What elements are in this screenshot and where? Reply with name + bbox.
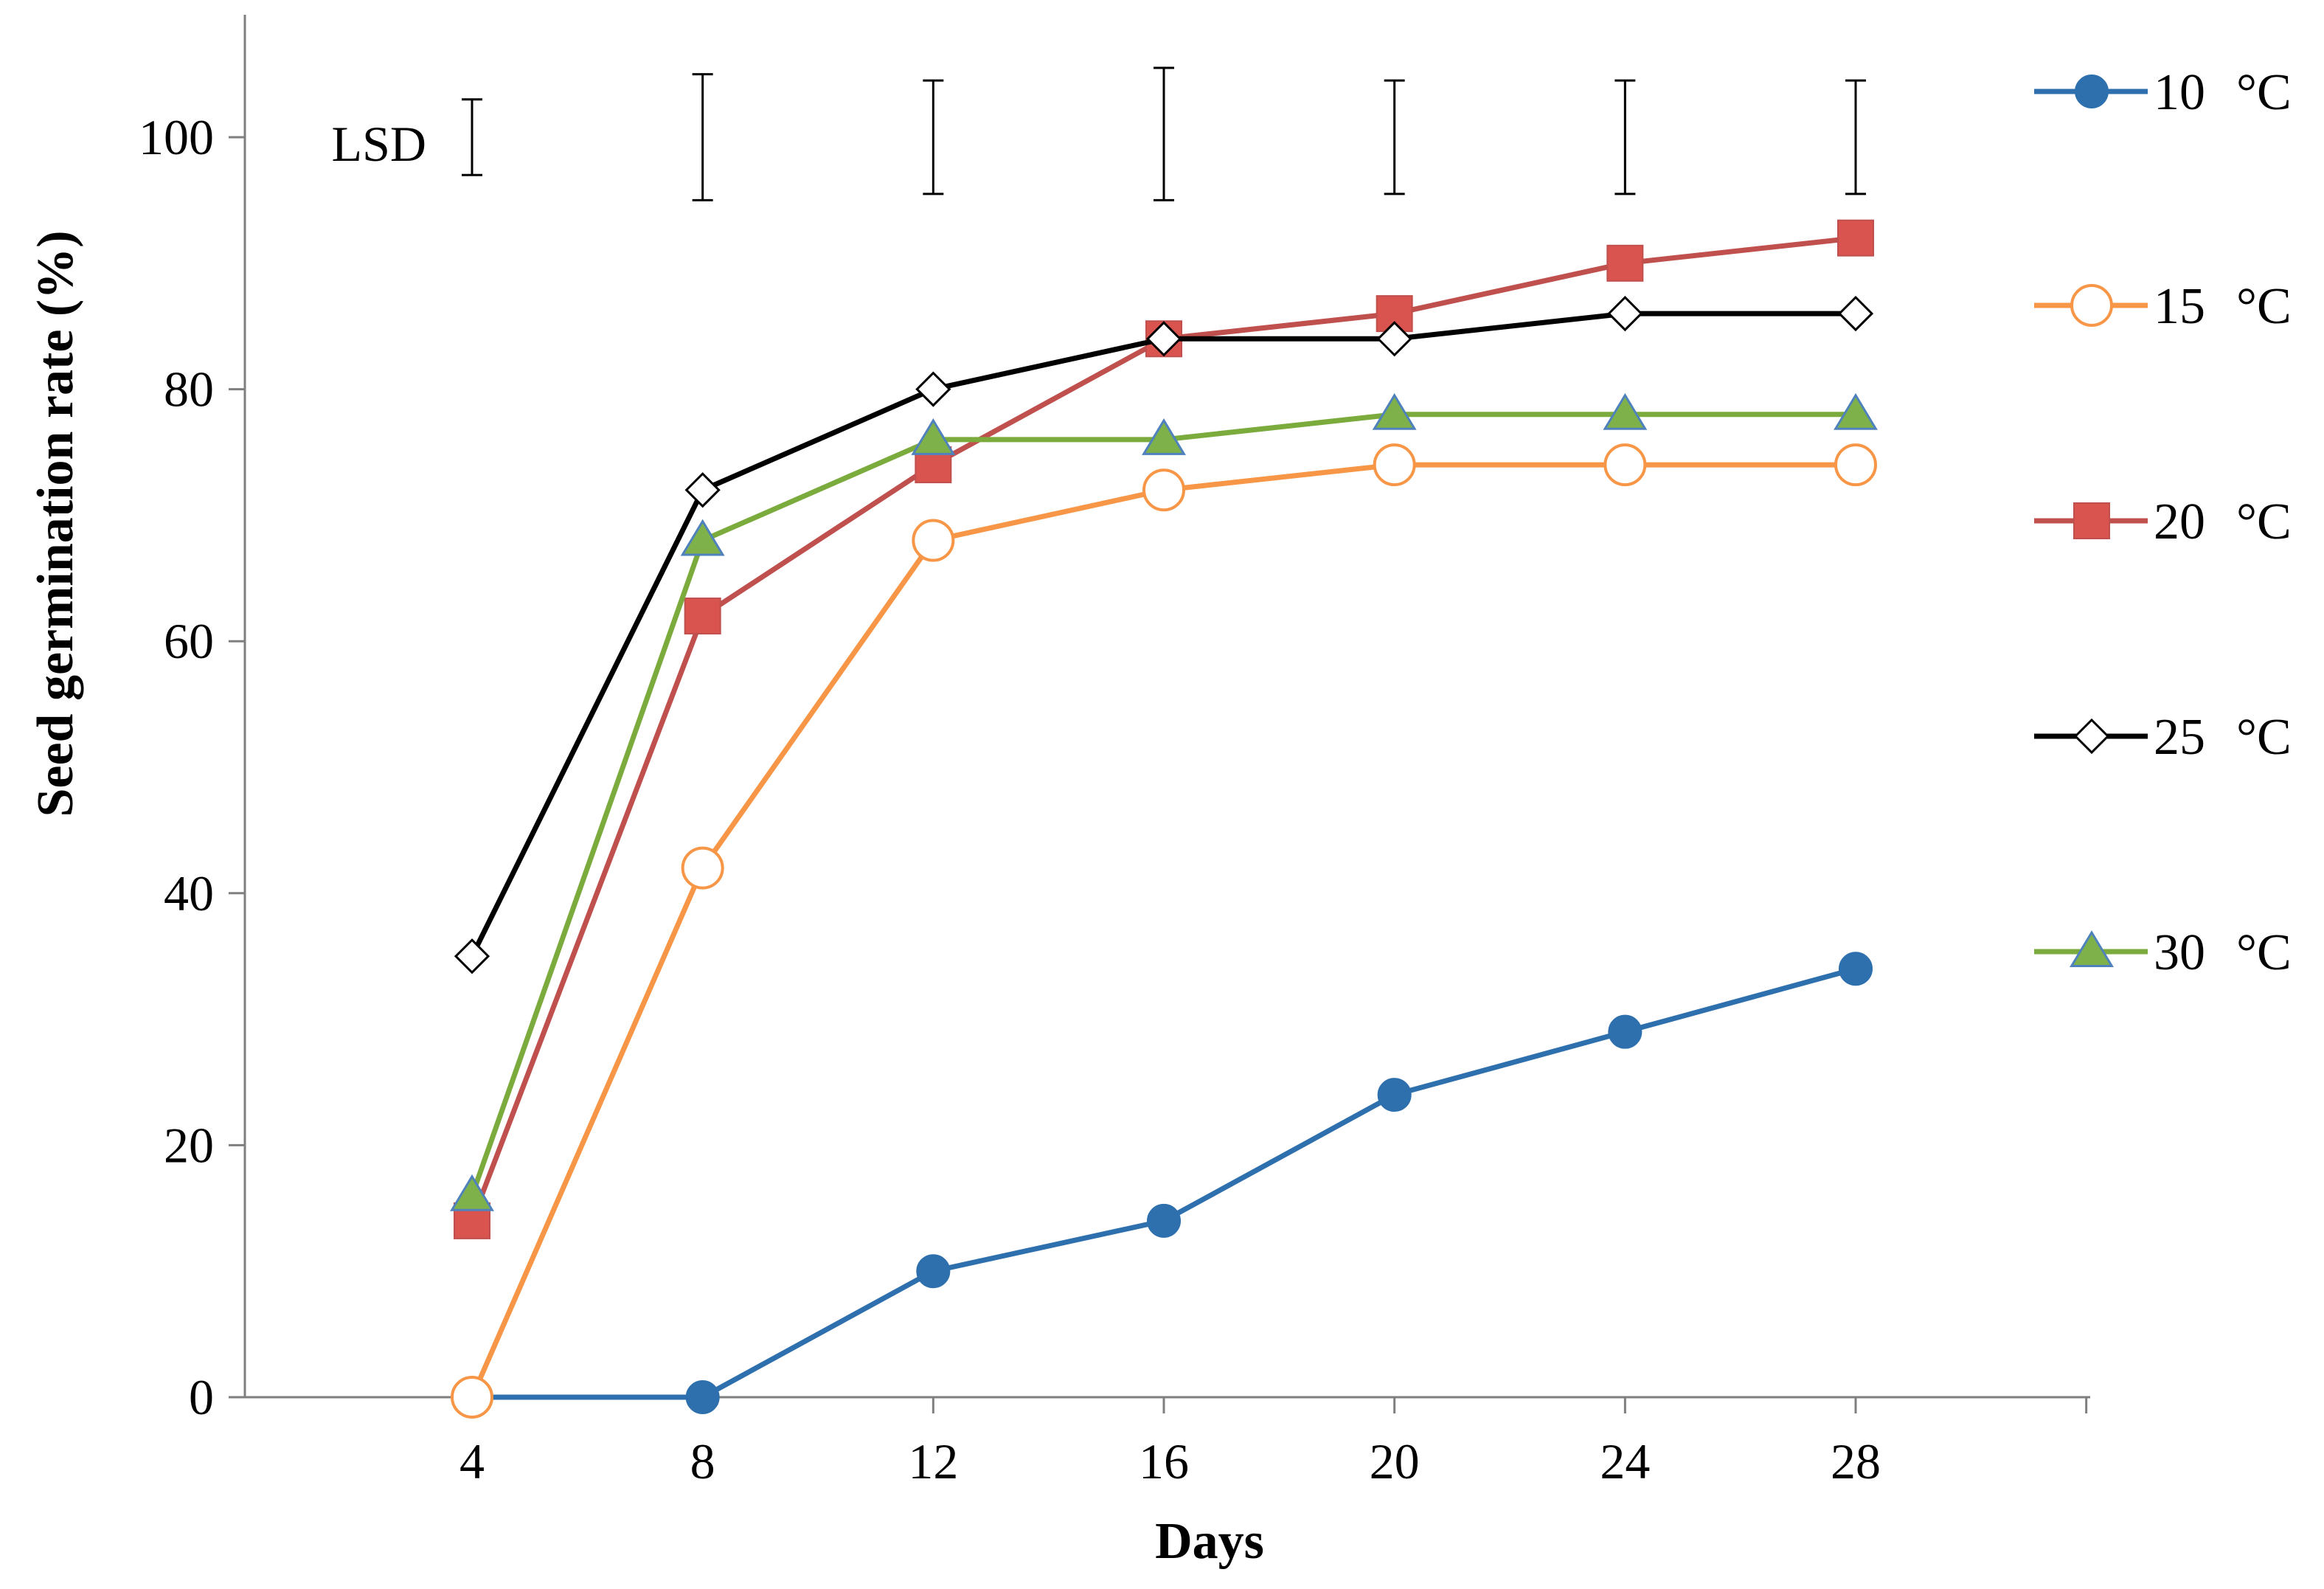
- legend-unit: °C: [2236, 709, 2292, 766]
- legend-marker: [2073, 502, 2110, 539]
- data-point: [684, 472, 721, 508]
- data-point: [1603, 443, 1647, 487]
- y-tick-label: 40: [164, 865, 214, 921]
- data-point: [1372, 392, 1417, 430]
- legend-marker: [2070, 930, 2114, 967]
- legend-unit: °C: [2236, 64, 2292, 121]
- x-tick-label: 24: [1600, 1433, 1650, 1489]
- legend: 10 °C 15 °C 20 °C 25 °C 30 °C: [2034, 64, 2292, 981]
- data-series: [450, 219, 1878, 1419]
- data-point: [1837, 219, 1874, 257]
- series-30: [450, 392, 1878, 1211]
- data-point: [685, 1380, 720, 1414]
- data-point: [680, 519, 725, 556]
- lsd-bar: [923, 79, 944, 195]
- x-axis-title: Days: [1155, 1513, 1264, 1570]
- legend-label: 30: [2154, 924, 2205, 981]
- legend-entry: 15 °C: [2034, 278, 2292, 335]
- legend-unit: °C: [2236, 924, 2292, 981]
- data-point: [454, 938, 490, 974]
- data-point: [1142, 418, 1186, 455]
- lsd-label: LSD: [332, 116, 426, 172]
- series-line: [472, 966, 1856, 1400]
- lsd-bar: [692, 73, 713, 201]
- legend-marker: [2075, 75, 2109, 108]
- lsd-bar: [462, 98, 482, 176]
- series-15: [451, 443, 1877, 1419]
- data-point: [1373, 443, 1416, 487]
- x-tick-label: 20: [1370, 1433, 1420, 1489]
- data-point: [1839, 952, 1873, 986]
- data-point: [451, 1376, 493, 1419]
- axes: 0 20 40 60 80 100 4 8 12 16 20 24 28: [139, 15, 2090, 1489]
- series-20: [454, 219, 1874, 1239]
- legend-marker: [2073, 718, 2110, 755]
- data-point: [681, 846, 724, 890]
- lsd-bar: [1384, 79, 1405, 195]
- data-point: [1606, 244, 1644, 282]
- data-point: [1603, 392, 1648, 430]
- data-point: [1377, 1078, 1412, 1112]
- data-point: [916, 1254, 951, 1289]
- legend-entry: 30 °C: [2034, 924, 2292, 981]
- legend-unit: °C: [2236, 494, 2292, 550]
- legend-label: 25: [2154, 709, 2205, 766]
- data-point: [1376, 321, 1412, 357]
- data-point: [911, 418, 956, 455]
- lsd-error-bars: LSD: [332, 66, 1866, 201]
- data-point: [1834, 443, 1877, 487]
- series-line: [469, 235, 1856, 1222]
- x-tick-label: 12: [908, 1433, 958, 1489]
- legend-entry: 25 °C: [2034, 709, 2292, 766]
- x-tick-label: 16: [1139, 1433, 1189, 1489]
- data-point: [1147, 1203, 1181, 1238]
- data-point: [912, 519, 955, 562]
- y-axis-title: Seed germination rate (%): [27, 230, 84, 817]
- lsd-bar: [1845, 79, 1866, 195]
- series-25: [454, 295, 1874, 974]
- data-point: [450, 1174, 494, 1211]
- legend-unit: °C: [2236, 278, 2292, 335]
- y-tick-label: 100: [139, 109, 214, 165]
- data-point: [1608, 1014, 1643, 1049]
- legend-label: 20: [2154, 494, 2205, 550]
- lsd-bar: [1614, 79, 1636, 195]
- data-point: [1607, 295, 1643, 332]
- data-point: [915, 371, 951, 407]
- y-tick-label: 20: [164, 1117, 214, 1173]
- data-point: [1837, 295, 1874, 332]
- lsd-bar: [1154, 66, 1174, 201]
- legend-label: 10: [2154, 64, 2205, 121]
- series-line: [469, 311, 1856, 958]
- y-tick-label: 0: [189, 1369, 214, 1425]
- x-tick-label: 4: [459, 1433, 485, 1489]
- x-tick-label: 8: [690, 1433, 715, 1489]
- legend-label: 15: [2154, 278, 2205, 335]
- series-10: [455, 952, 1873, 1414]
- y-tick-label: 80: [164, 361, 214, 418]
- data-point: [1834, 392, 1878, 430]
- x-tick-label: 28: [1831, 1433, 1881, 1489]
- legend-marker: [2070, 284, 2113, 327]
- data-point: [1145, 321, 1182, 357]
- data-point: [684, 598, 721, 635]
- data-point: [1142, 468, 1185, 512]
- legend-entry: 20 °C: [2034, 494, 2292, 550]
- y-tick-label: 60: [164, 613, 214, 669]
- legend-entry: 10 °C: [2034, 64, 2292, 121]
